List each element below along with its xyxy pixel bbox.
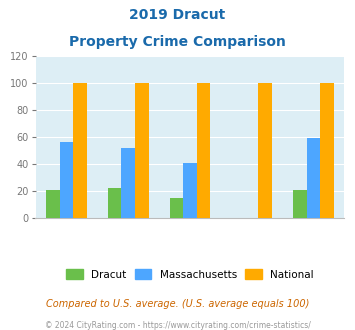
Bar — [135, 83, 148, 218]
Bar — [73, 83, 87, 218]
Bar — [197, 83, 210, 218]
Bar — [293, 189, 307, 218]
Text: 2019 Dracut: 2019 Dracut — [129, 8, 226, 22]
Bar — [258, 83, 272, 218]
Bar — [307, 138, 320, 218]
Bar — [121, 148, 135, 218]
Bar — [183, 163, 197, 218]
Bar — [108, 188, 121, 218]
Bar — [170, 198, 183, 218]
Text: Property Crime Comparison: Property Crime Comparison — [69, 35, 286, 49]
Bar — [60, 142, 73, 218]
Text: Compared to U.S. average. (U.S. average equals 100): Compared to U.S. average. (U.S. average … — [46, 299, 309, 309]
Legend: Dracut, Massachusetts, National: Dracut, Massachusetts, National — [62, 265, 318, 284]
Bar — [320, 83, 334, 218]
Text: © 2024 CityRating.com - https://www.cityrating.com/crime-statistics/: © 2024 CityRating.com - https://www.city… — [45, 321, 310, 330]
Bar — [46, 189, 60, 218]
